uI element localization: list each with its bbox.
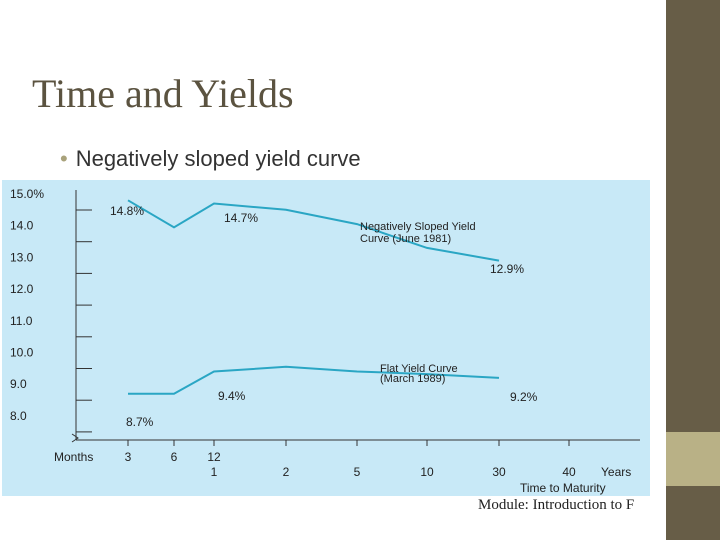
slide-title: Time and Yields (32, 71, 294, 116)
y-tick-label: 15.0% (10, 187, 44, 201)
chart-axes (71, 190, 640, 443)
series-negatively-sloped-line (127, 199, 500, 262)
annotation-flat-2: (March 1989) (380, 373, 445, 385)
bullet-dot-icon: • (60, 146, 68, 171)
axis-break-icon (71, 433, 79, 443)
x-tick-label-years: 1 (211, 465, 218, 479)
annotation-neg-2: Curve (June 1981) (360, 233, 451, 245)
x-tick-label-years: 2 (283, 465, 290, 479)
bullet-text: Negatively sloped yield curve (75, 146, 361, 171)
data-label-14-8: 14.8% (110, 204, 144, 218)
x-tick-label-months: 3 (125, 450, 132, 464)
data-label-9-2: 9.2% (510, 390, 538, 404)
x-axis-title: Time to Maturity (520, 481, 606, 495)
data-label-8-7: 8.7% (126, 415, 154, 429)
y-tick-label: 12.0 (10, 282, 34, 296)
series-lines (127, 199, 500, 395)
right-accent-square (666, 432, 720, 486)
x-ticks: 3 6 121 2 5 10 30 40 (125, 440, 576, 479)
series-flat-line (128, 365, 500, 395)
footer-module-text: Module: Introduction to F (478, 497, 635, 513)
data-label-14-7: 14.7% (224, 211, 258, 225)
data-label-12-9: 12.9% (490, 262, 524, 276)
y-tick-label: 9.0 (10, 377, 27, 391)
y-tick-label: 11.0 (10, 314, 33, 328)
x-tick-label-months: 12 (207, 450, 221, 464)
x-years-label: Years (601, 465, 631, 479)
y-ticks: 15.0% 14.0 13.0 12.0 11.0 10.0 9.0 8.0 (10, 187, 92, 433)
annotation-flat-1: Flat Yield Curve (380, 363, 458, 375)
x-tick-label-years: 30 (492, 465, 506, 479)
chart-panel (2, 180, 650, 496)
bullet-point: • Negatively sloped yield curve (60, 146, 361, 172)
x-months-label: Months (54, 450, 93, 464)
x-tick-label-years: 5 (354, 465, 361, 479)
y-tick-label: 8.0 (10, 409, 27, 423)
y-tick-label: 14.0 (10, 219, 34, 233)
x-tick-label-months: 6 (171, 450, 178, 464)
x-tick-label-years: 10 (420, 465, 434, 479)
y-tick-label: 10.0 (10, 346, 34, 360)
y-tick-label: 13.0 (10, 250, 34, 264)
x-tick-label-years: 40 (562, 465, 576, 479)
annotation-neg-1: Negatively Sloped Yield (360, 221, 476, 233)
data-label-9-4: 9.4% (218, 389, 246, 403)
